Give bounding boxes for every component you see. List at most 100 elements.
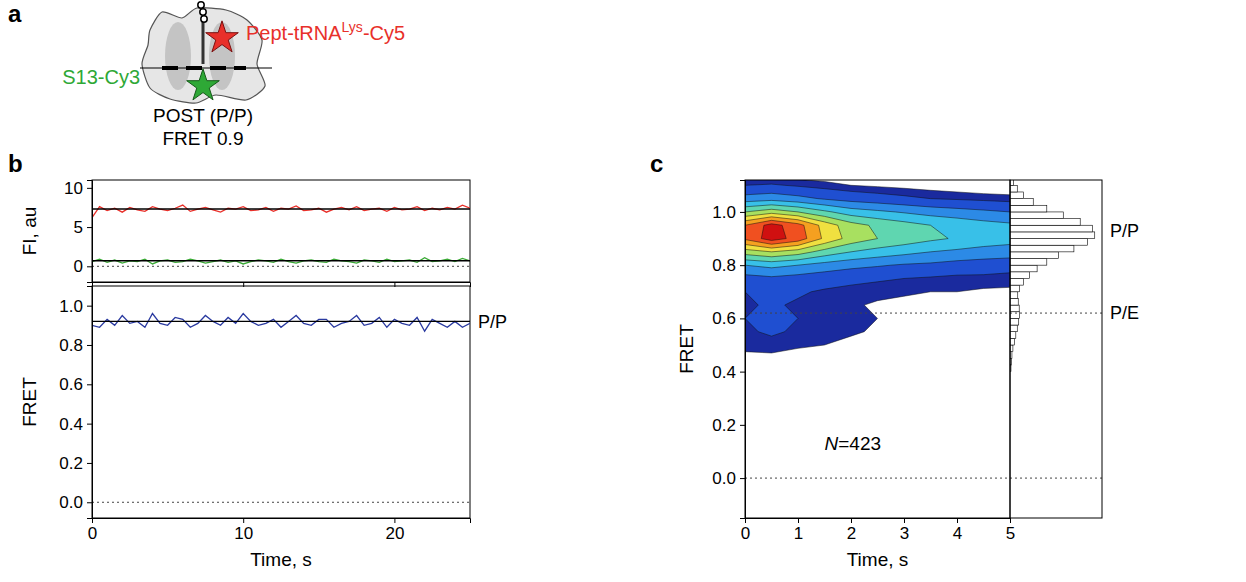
peptide bbox=[201, 16, 207, 22]
tick-mark bbox=[740, 318, 745, 319]
histogram-bar bbox=[1010, 278, 1024, 285]
histogram-bar bbox=[1010, 199, 1033, 206]
histogram-bar bbox=[1010, 192, 1024, 199]
tick: 5 bbox=[1006, 518, 1015, 543]
histogram bbox=[1010, 180, 1095, 372]
trna bbox=[202, 22, 205, 64]
reference-line bbox=[92, 266, 470, 267]
tick-mark bbox=[851, 518, 852, 523]
x-axis: 012345 bbox=[741, 518, 1015, 543]
y-axis: 0.0 0.2 0.4 0.6 0.8 1.0 bbox=[712, 181, 745, 519]
tick-label: 0.2 bbox=[712, 416, 736, 435]
tick: 0.6 bbox=[59, 375, 92, 394]
plot-area bbox=[745, 180, 1010, 353]
histogram-bar bbox=[1010, 272, 1029, 279]
peptide bbox=[198, 2, 204, 8]
histogram-bar bbox=[1010, 332, 1016, 339]
histogram-bar bbox=[1010, 232, 1095, 239]
series-line bbox=[92, 321, 470, 322]
x-axis-title: Time, s bbox=[847, 549, 909, 570]
y-axis-title: FI, au bbox=[19, 207, 40, 256]
tick-label: 2 bbox=[847, 524, 856, 543]
y-axis: 0 5 10 bbox=[64, 179, 92, 283]
tick: 0.6 bbox=[712, 309, 745, 328]
tick: 0.8 bbox=[712, 256, 745, 275]
figure: aPept-tRNALys-Cy5S13-Cy3POST (P/P)FRET 0… bbox=[0, 0, 1246, 582]
plot-frame bbox=[92, 180, 470, 282]
histogram-bar bbox=[1010, 305, 1019, 312]
tick-mark bbox=[87, 188, 92, 189]
tick: 5 bbox=[74, 218, 92, 237]
tick: 2 bbox=[847, 518, 856, 543]
trna-site bbox=[165, 22, 191, 90]
plot-area bbox=[92, 314, 470, 503]
tick: 3 bbox=[900, 518, 909, 543]
histogram-bar bbox=[1010, 265, 1037, 272]
contour-level bbox=[745, 193, 1010, 276]
tick: 0 bbox=[741, 518, 750, 543]
annotation: P/E bbox=[1110, 303, 1139, 323]
tick-mark bbox=[87, 266, 92, 267]
contour-level bbox=[745, 209, 878, 257]
tick-label: 0.8 bbox=[59, 336, 83, 355]
tick-label: 20 bbox=[385, 524, 404, 543]
tick: 0.2 bbox=[59, 454, 92, 473]
histogram-bar bbox=[1010, 219, 1080, 226]
tick-label: 0.6 bbox=[59, 375, 83, 394]
y-axis-title: FRET bbox=[19, 377, 40, 427]
histogram-bar bbox=[1010, 292, 1018, 299]
histogram-bar bbox=[1010, 212, 1063, 219]
peptide bbox=[200, 9, 206, 15]
histogram-frame bbox=[1010, 180, 1102, 518]
tick-label: 4 bbox=[953, 524, 962, 543]
histogram-bar bbox=[1010, 245, 1074, 252]
histogram-bar bbox=[1010, 325, 1017, 332]
reference-line bbox=[745, 478, 1102, 479]
panel-label: a bbox=[8, 0, 22, 27]
tick-mark bbox=[394, 518, 395, 523]
series-line bbox=[92, 205, 470, 218]
tick-label: 1.0 bbox=[712, 203, 736, 222]
histogram-bar bbox=[1010, 239, 1087, 246]
histogram-bar bbox=[1010, 259, 1047, 266]
tick-mark bbox=[740, 265, 745, 266]
codons bbox=[162, 66, 246, 70]
histogram-bar bbox=[1010, 180, 1013, 185]
tick-mark bbox=[740, 425, 745, 426]
tick-mark bbox=[243, 518, 244, 523]
tick-label: 0.2 bbox=[59, 454, 83, 473]
tick-mark bbox=[904, 518, 905, 523]
tick-label: 3 bbox=[900, 524, 909, 543]
tick-mark bbox=[87, 502, 92, 503]
state-label: POST (P/P) bbox=[153, 105, 253, 126]
tick-label: 0.0 bbox=[59, 493, 83, 512]
x-axis-title: Time, s bbox=[250, 549, 312, 570]
tick-mark bbox=[745, 518, 746, 523]
fret-label: FRET 0.9 bbox=[163, 128, 244, 149]
tick: 0.4 bbox=[712, 363, 745, 382]
tick: 4 bbox=[953, 518, 962, 543]
annotation: P/P bbox=[478, 312, 507, 332]
tick: 10 bbox=[234, 518, 253, 543]
tick-mark bbox=[740, 372, 745, 373]
tick-label: 1.0 bbox=[59, 297, 83, 316]
tick: 0.0 bbox=[59, 493, 92, 512]
tick: 10 bbox=[64, 179, 92, 198]
tick-label: 10 bbox=[64, 179, 83, 198]
annotation: P/P bbox=[1110, 221, 1139, 241]
count-label: N=423 bbox=[825, 433, 882, 454]
tick-mark bbox=[957, 518, 958, 523]
reference-line bbox=[745, 313, 1102, 314]
y-axis: 0.0 0.2 0.4 0.6 0.8 1.0 bbox=[59, 287, 92, 519]
tick-label: 5 bbox=[74, 218, 83, 237]
tick: 1.0 bbox=[712, 203, 745, 222]
tick: 0.2 bbox=[712, 416, 745, 435]
contour-level bbox=[745, 200, 1010, 267]
tick: 0 bbox=[88, 518, 97, 543]
axis-line bbox=[93, 519, 471, 524]
tick: 0.4 bbox=[59, 415, 92, 434]
tick-mark bbox=[87, 306, 92, 307]
tick-label: 0 bbox=[74, 257, 83, 276]
contour-level bbox=[745, 180, 1010, 353]
tick-label: 0.0 bbox=[712, 469, 736, 488]
